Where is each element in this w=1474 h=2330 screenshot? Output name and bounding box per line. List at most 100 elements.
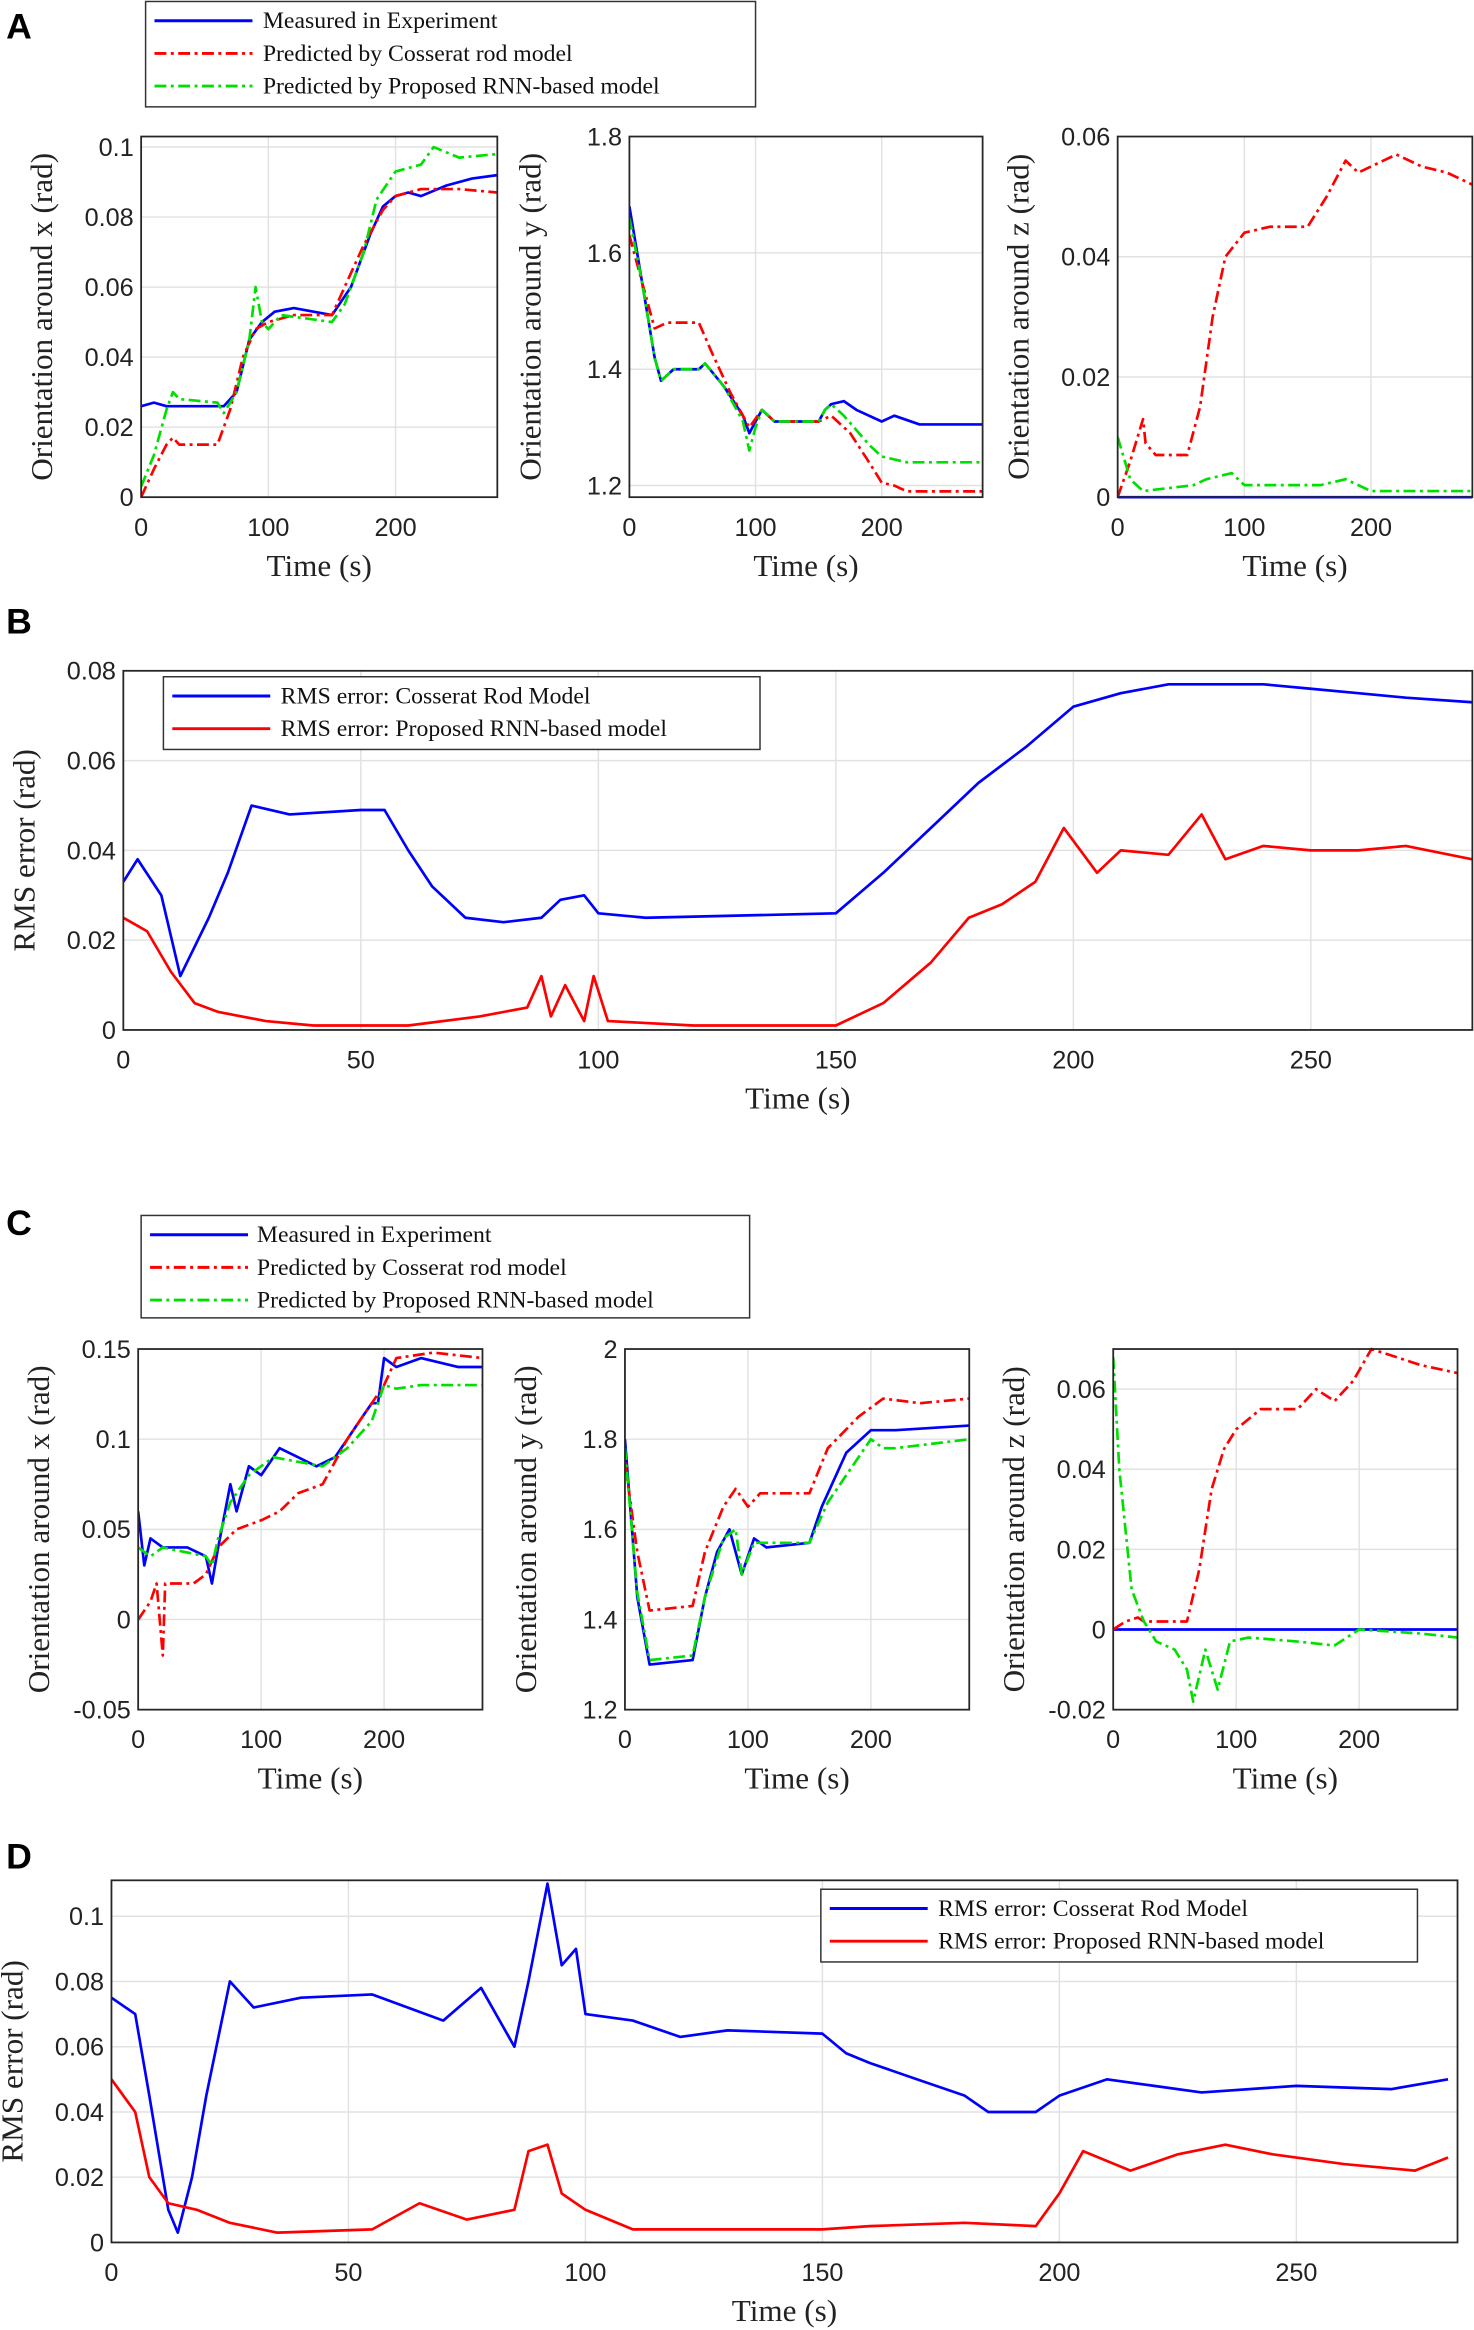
axes-box	[137, 1348, 484, 1711]
chart-a3: 0 100 200 0 0.02 0.04 0.06 Time (s) Orientation …	[1001, 123, 1474, 583]
x-tick-label: 200	[363, 1726, 405, 1754]
y-tick-label: 0.02	[85, 414, 134, 442]
y-tick-label: 1.4	[587, 356, 622, 384]
y-tick-label: 0.06	[67, 747, 116, 775]
y-tick-label: 2	[604, 1336, 618, 1364]
y-axis-label: RMS error (rad)	[6, 749, 41, 951]
y-tick-label: 0.08	[85, 204, 134, 232]
y-tick-label: 0.02	[67, 927, 116, 955]
y-tick-label: 1.8	[587, 123, 622, 151]
plot-area	[629, 136, 983, 498]
x-tick-label: 250	[1275, 2259, 1317, 2287]
x-axis-label: Time (s)	[1242, 548, 1347, 583]
y-axis-label: Orientation around y (rad)	[512, 153, 547, 481]
x-tick-label: 200	[1350, 514, 1392, 542]
panel-label-c: C	[6, 1203, 32, 1243]
y-tick-label: 0.06	[1061, 123, 1110, 151]
series-line-rms-error-cosserat-rod-model	[111, 1882, 1449, 2234]
x-tick-label: 50	[347, 1047, 375, 1075]
x-tick-label: 100	[735, 514, 777, 542]
x-tick-label: 100	[240, 1726, 282, 1754]
y-tick-label: 0.04	[1061, 244, 1110, 272]
y-tick-label: 0.06	[85, 274, 134, 302]
y-tick-label: 0.1	[96, 1426, 131, 1454]
axes-box	[1116, 135, 1474, 499]
y-tick-label: 0	[120, 484, 134, 512]
x-tick-label: 200	[1338, 1726, 1380, 1754]
x-tick-label: 100	[247, 514, 289, 542]
y-tick-label: 0.15	[82, 1336, 131, 1364]
y-tick-label: 0	[90, 2229, 104, 2257]
y-tick-label: 0.02	[1057, 1536, 1106, 1564]
x-tick-label: 200	[1038, 2259, 1080, 2287]
y-tick-label: -0.05	[73, 1697, 130, 1725]
series-line-rms-error-cosserat-rod-model	[123, 682, 1473, 978]
y-tick-label: 0	[1096, 484, 1110, 512]
y-tick-label: 0	[102, 1017, 116, 1045]
legend-label: Measured in Experiment	[257, 1222, 492, 1248]
y-axis-label: Orientation around z (rad)	[996, 1366, 1031, 1692]
legend-label: Measured in Experiment	[263, 8, 498, 34]
series-line-predicted-by-cosserat-rod-model	[138, 1351, 483, 1657]
series-line-predicted-by-cosserat-rod-model	[624, 1397, 970, 1612]
axes-box	[110, 1879, 1459, 2244]
x-axis-label: Time (s)	[732, 2293, 837, 2328]
x-tick-label: 100	[577, 1047, 619, 1075]
x-tick-label: 0	[1106, 1726, 1120, 1754]
legend-label: Predicted by Cosserat rod model	[257, 1255, 567, 1281]
x-axis-label: Time (s)	[744, 1760, 849, 1795]
legend-a: Measured in Experiment Predicted by Coss…	[144, 0, 757, 108]
x-tick-label: 0	[131, 1726, 145, 1754]
y-tick-label: 0.1	[69, 1903, 104, 1931]
series-line-rms-error-proposed-rnn-based-model	[123, 813, 1473, 1027]
series-line-predicted-by-proposed-rnn-based-model	[1117, 436, 1473, 493]
series-line-predicted-by-cosserat-rod-model	[1117, 153, 1473, 498]
legend-label: Predicted by Cosserat rod model	[263, 41, 573, 67]
y-tick-label: 1.2	[587, 472, 622, 500]
y-tick-label: 0.08	[67, 658, 116, 686]
x-axis-label: Time (s)	[258, 1760, 363, 1795]
legend-b: RMS error: Cosserat Rod Model RMS error:…	[162, 675, 761, 751]
series-line-predicted-by-proposed-rnn-based-model	[624, 1437, 970, 1662]
y-tick-label: 0.06	[55, 2034, 104, 2062]
y-tick-label: -0.02	[1048, 1697, 1105, 1725]
series-line-predicted-by-proposed-rnn-based-model	[141, 145, 498, 488]
y-tick-label: 0.05	[82, 1516, 131, 1544]
y-tick-label: 0.02	[1061, 364, 1110, 392]
x-tick-label: 150	[801, 2259, 843, 2287]
series-line-predicted-by-proposed-rnn-based-model	[1113, 1356, 1458, 1703]
x-tick-label: 250	[1290, 1047, 1332, 1075]
axes-box	[624, 1348, 971, 1711]
x-tick-label: 0	[104, 2259, 118, 2287]
x-axis-label: Time (s)	[267, 548, 372, 583]
y-tick-label: 0.04	[85, 344, 134, 372]
y-tick-label: 1.6	[587, 240, 622, 268]
y-axis-label: Orientation around x (rad)	[24, 153, 59, 481]
x-tick-label: 50	[334, 2259, 362, 2287]
plot-area	[141, 136, 498, 498]
y-tick-label: 0.1	[99, 134, 134, 162]
series-line-measured-in-experiment	[141, 173, 498, 408]
y-axis-label: Orientation around z (rad)	[1001, 154, 1036, 480]
axes-box	[140, 135, 499, 499]
legend-c: Measured in Experiment Predicted by Coss…	[140, 1214, 751, 1319]
legend-label: RMS error: Proposed RNN-based model	[938, 1929, 1325, 1955]
axes-box	[1112, 1348, 1459, 1711]
chart-a2: 0 100 200 1.2 1.4 1.6 1.8 Time (s) Orientation a…	[512, 123, 984, 583]
x-tick-label: 150	[815, 1047, 857, 1075]
x-tick-label: 200	[1052, 1047, 1094, 1075]
y-tick-label: 0.02	[55, 2164, 104, 2192]
series-line-rms-error-proposed-rnn-based-model	[111, 2078, 1449, 2234]
legend-label: RMS error: Proposed RNN-based model	[281, 716, 668, 742]
y-tick-label: 1.6	[582, 1516, 617, 1544]
y-tick-label: 1.4	[582, 1606, 617, 1634]
panel-label-d: D	[6, 1836, 32, 1876]
x-tick-label: 0	[134, 514, 148, 542]
x-tick-label: 0	[116, 1047, 130, 1075]
series-line-predicted-by-proposed-rnn-based-model	[138, 1383, 483, 1567]
x-tick-label: 0	[1111, 514, 1125, 542]
x-tick-label: 100	[1223, 514, 1265, 542]
y-tick-label: 0	[1092, 1616, 1106, 1644]
